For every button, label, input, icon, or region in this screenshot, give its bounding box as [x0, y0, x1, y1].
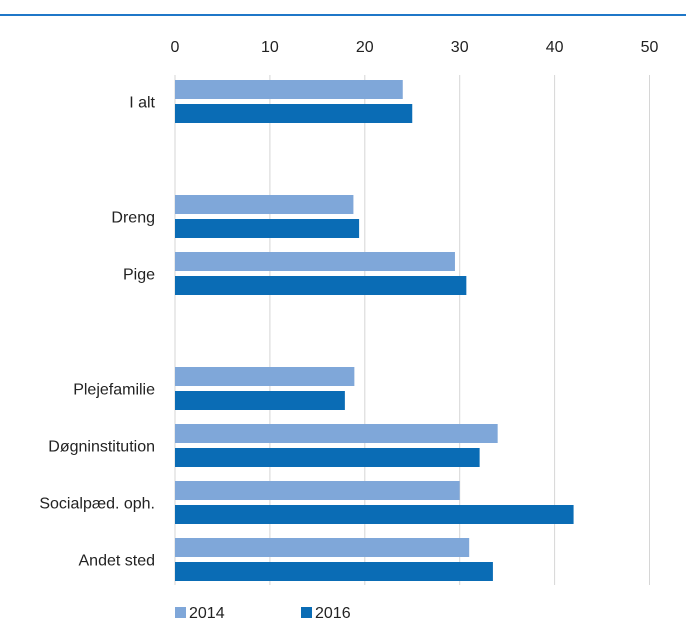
x-tick-label-10: 10: [261, 39, 279, 56]
x-tick-label-20: 20: [356, 39, 374, 56]
x-tick-label-50: 50: [641, 39, 659, 56]
top-rule: [0, 14, 686, 16]
category-label-3: Plejefamilie: [73, 382, 155, 399]
legend-swatch-2016: [301, 607, 312, 618]
x-axis-ticks: 0 10 20 30 40 50: [171, 39, 659, 56]
x-tick-label-0: 0: [171, 39, 180, 56]
bars: [175, 80, 574, 581]
bar-2016-0: [175, 104, 413, 123]
bar-2016-5: [175, 505, 574, 524]
category-label-5: Socialpæd. oph.: [39, 496, 155, 513]
bar-2014-5: [175, 481, 460, 500]
category-label-2: Pige: [123, 267, 155, 284]
category-label-4: Døgninstitution: [48, 439, 155, 456]
bar-2014-1: [175, 195, 354, 214]
category-label-6: Andet sted: [79, 553, 156, 570]
bar-2014-3: [175, 367, 355, 386]
legend-label-2016: 2016: [315, 605, 351, 622]
legend-swatch-2014: [175, 607, 186, 618]
category-labels: I alt Dreng Pige Plejefamilie Døgninstitutio…: [39, 95, 155, 570]
legend: 2014 2016: [175, 605, 351, 622]
bar-2016-6: [175, 562, 493, 581]
category-label-1: Dreng: [111, 210, 155, 227]
bar-2014-4: [175, 424, 498, 443]
bar-2016-3: [175, 391, 345, 410]
bar-2016-4: [175, 448, 480, 467]
x-tick-label-30: 30: [451, 39, 469, 56]
legend-label-2014: 2014: [189, 605, 225, 622]
bar-2014-6: [175, 538, 470, 557]
bar-2014-2: [175, 252, 455, 271]
bar-2014-0: [175, 80, 403, 99]
bar-2016-2: [175, 276, 467, 295]
x-tick-label-40: 40: [546, 39, 564, 56]
category-label-0: I alt: [129, 95, 155, 112]
bar-2016-1: [175, 219, 360, 238]
